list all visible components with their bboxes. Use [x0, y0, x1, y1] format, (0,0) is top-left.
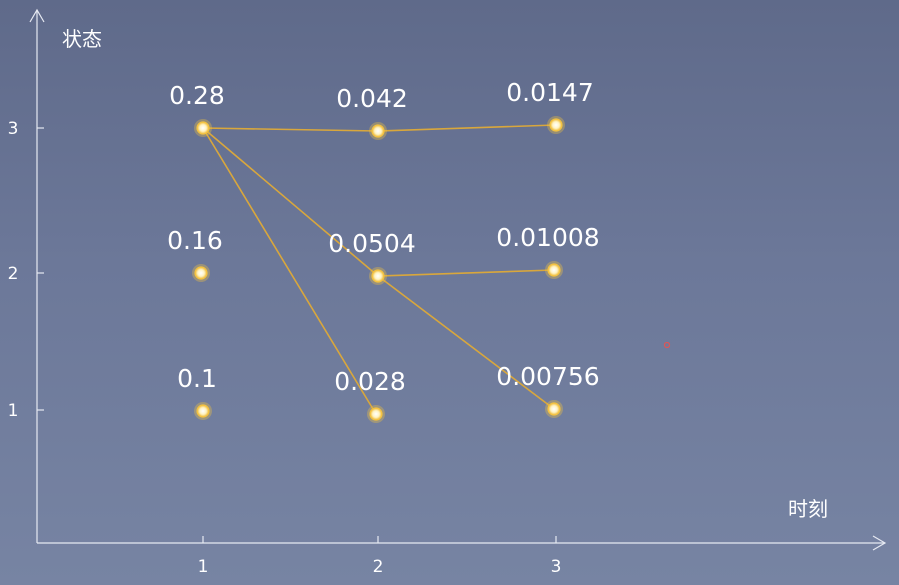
probability-labels: 0.28 0.16 0.1 0.042 0.0504 0.028 0.0147 0.01008…	[167, 78, 600, 396]
y-axis-title: 状态	[62, 27, 102, 51]
state-node	[547, 263, 561, 277]
axes: 状态 时刻	[29, 8, 887, 551]
probability-label: 0.01008	[496, 223, 599, 252]
state-node	[369, 407, 383, 421]
y-tick-label: 2	[8, 264, 19, 284]
x-tick-label: 3	[551, 557, 562, 577]
x-axis-arrow	[872, 535, 887, 551]
state-node	[194, 266, 208, 280]
state-node	[371, 269, 385, 283]
state-node	[196, 121, 210, 135]
path-edge	[377, 269, 555, 277]
y-tick-label: 3	[8, 119, 19, 139]
cursor-dot	[663, 341, 671, 349]
x-tick-label: 1	[198, 557, 209, 577]
state-nodes	[192, 116, 565, 423]
probability-label: 0.28	[169, 81, 225, 110]
path-edges	[202, 124, 557, 415]
axis-ticks: 1 2 3 1 2 3	[8, 119, 562, 577]
state-node	[547, 402, 561, 416]
probability-label: 0.028	[334, 367, 406, 396]
y-tick-label: 1	[8, 401, 19, 421]
probability-label: 0.16	[167, 226, 223, 255]
path-edge	[377, 275, 555, 410]
y-axis-arrow	[29, 8, 45, 23]
state-node	[549, 118, 563, 132]
x-tick-label: 2	[373, 557, 384, 577]
probability-label: 0.0504	[328, 229, 415, 258]
state-node	[371, 124, 385, 138]
path-edge	[202, 127, 377, 415]
path-edge	[202, 127, 379, 277]
probability-label: 0.0147	[506, 78, 593, 107]
path-edge	[202, 127, 379, 132]
path-edge	[377, 124, 557, 132]
state-node	[196, 404, 210, 418]
x-axis-title: 时刻	[788, 497, 828, 521]
probability-label: 0.00756	[496, 362, 599, 391]
probability-label: 0.1	[177, 364, 217, 393]
probability-label: 0.042	[336, 84, 408, 113]
